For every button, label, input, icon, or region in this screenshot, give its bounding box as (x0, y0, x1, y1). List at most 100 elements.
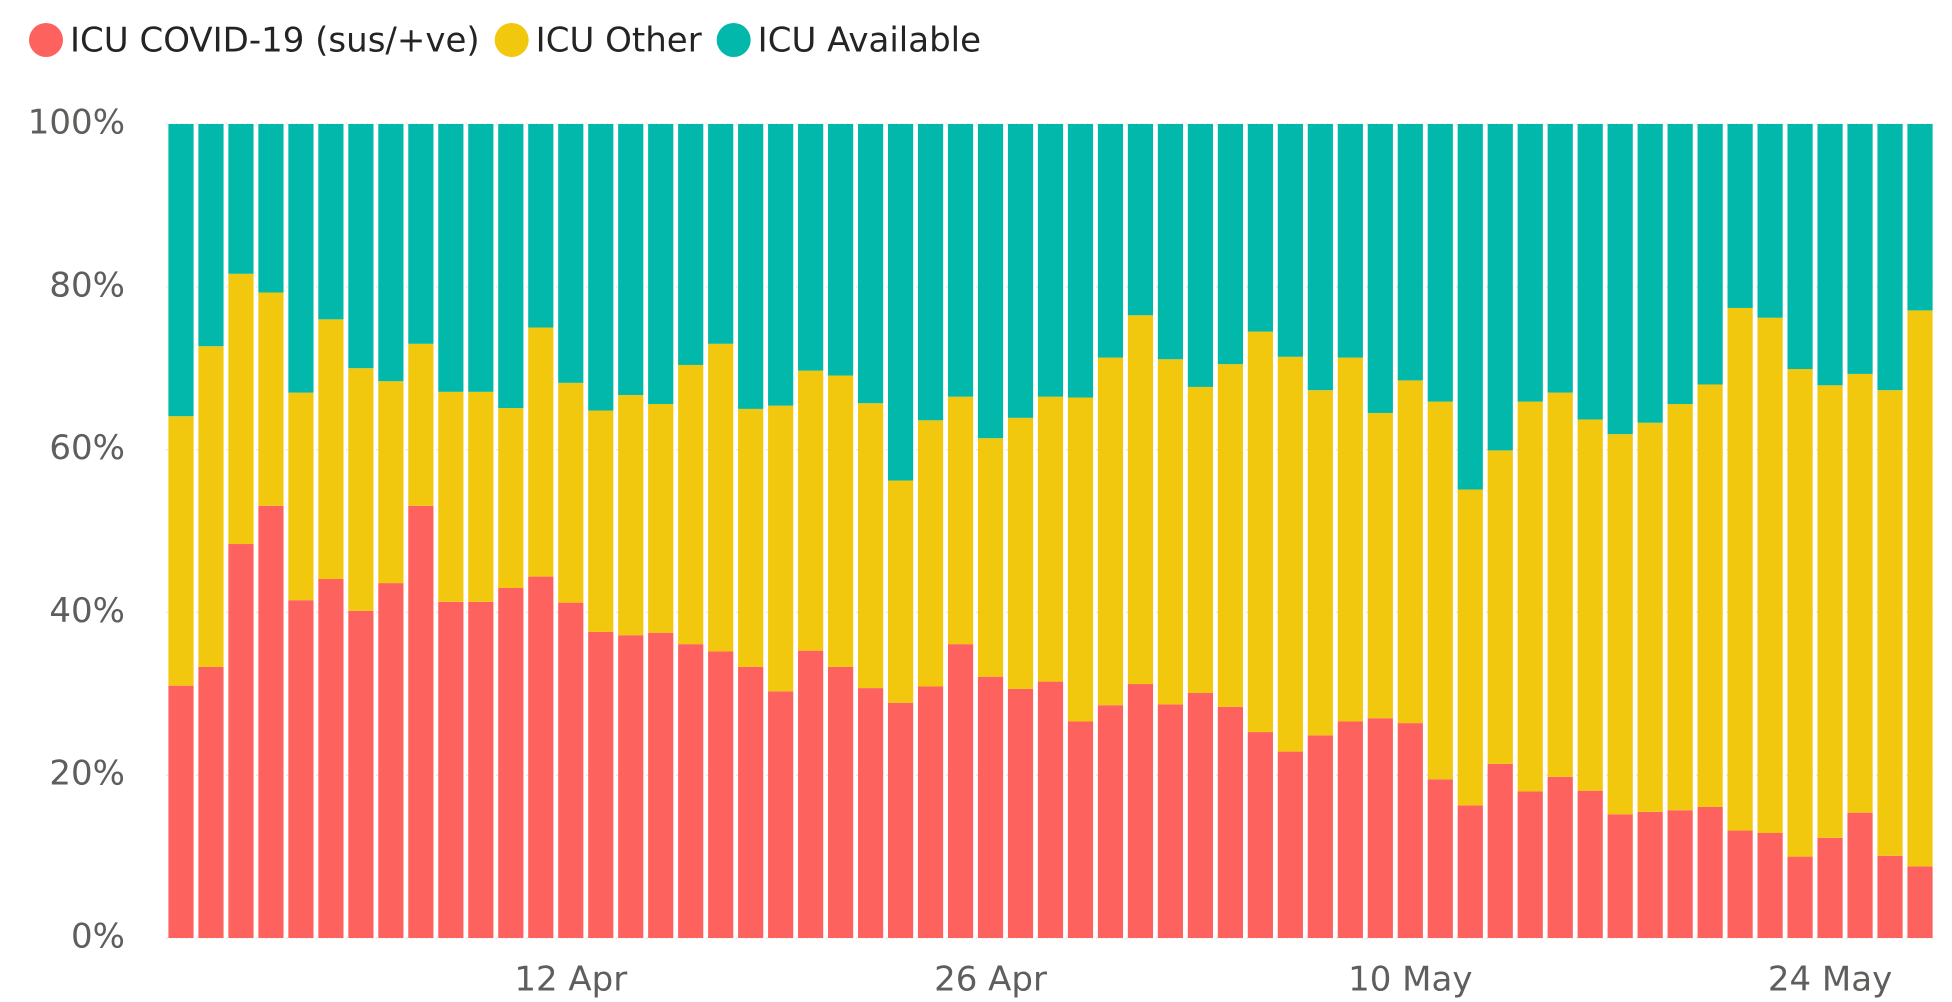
bar-segment (1127, 124, 1154, 316)
bar-segment (1907, 310, 1933, 867)
bar-segment (708, 124, 734, 344)
bar-segment (378, 124, 404, 382)
bar-segment (408, 343, 434, 506)
bar-segment (1727, 307, 1753, 831)
bar-segment (1157, 124, 1184, 360)
bar-segment (1367, 412, 1393, 719)
bar-segment (1427, 779, 1453, 938)
bar-segment (1067, 397, 1094, 722)
bar-segment (318, 319, 344, 580)
bar-segment (828, 666, 854, 938)
y-tick-label: 80% (49, 265, 125, 305)
bar-segment (1547, 392, 1573, 777)
bar-segment (1637, 422, 1663, 812)
bar-segment (438, 601, 464, 938)
bar-segment (168, 124, 194, 417)
bar-segment (168, 685, 194, 938)
bar-segment (228, 544, 254, 938)
bar-segment (648, 404, 674, 633)
bar-segment (1337, 721, 1363, 938)
bar-segment (768, 405, 794, 692)
bar-segment (947, 644, 974, 938)
bar-segment (1457, 489, 1483, 806)
bar-segment (1907, 124, 1933, 311)
bar-segment (1667, 124, 1693, 405)
bar-segment (228, 124, 254, 274)
bar-segment (468, 601, 494, 938)
bar-segment (917, 420, 944, 687)
bar-segment (1217, 364, 1243, 707)
bar-segment (258, 124, 284, 293)
bar-segment (858, 124, 884, 404)
bar-segment (1457, 124, 1483, 490)
bar-segment (1577, 124, 1603, 420)
bar-segment (648, 124, 674, 405)
bar-segment (1487, 124, 1513, 451)
bar-segment (887, 124, 914, 481)
bar-segment (408, 505, 434, 938)
bar-segment (588, 631, 614, 938)
bar-segment (168, 416, 194, 686)
bar-segment (1097, 357, 1124, 706)
bar-segment (1277, 356, 1303, 752)
bar-segment (288, 600, 314, 938)
bar-segment (858, 403, 884, 689)
bar-segment (768, 691, 794, 938)
x-tick-label: 24 May (1768, 960, 1892, 1000)
bar-segment (1787, 369, 1813, 857)
bar-segment (1727, 124, 1753, 308)
bar-segment (1337, 357, 1363, 722)
bar-segment (1877, 855, 1903, 938)
bar-segment (1847, 124, 1873, 374)
bar-segment (1307, 735, 1333, 938)
bar-segment (1697, 384, 1723, 807)
bar-segment (498, 124, 524, 409)
bar-segment (1367, 718, 1393, 938)
bar-segment (318, 124, 344, 320)
bar-segment (1697, 124, 1723, 385)
bar-segment (288, 124, 314, 393)
bar-segment (558, 382, 584, 603)
bar-segment (438, 391, 464, 602)
bar-segment (648, 632, 674, 938)
bar-segment (1247, 732, 1273, 938)
bar-segment (798, 124, 824, 371)
legend-marker (29, 23, 63, 57)
bar-segment (1247, 124, 1273, 332)
bar-segment (1427, 124, 1453, 402)
legend-marker (494, 23, 529, 57)
bar-segment (1757, 124, 1783, 318)
bar-segment (1277, 124, 1303, 357)
bar-segment (348, 368, 374, 611)
bar-segment (558, 602, 584, 938)
bar-segment (1577, 419, 1603, 791)
bar-segment (1037, 396, 1064, 682)
bar-segment (228, 273, 254, 545)
bar-segment (1397, 723, 1423, 938)
bar-segment (1817, 837, 1843, 938)
bar-segment (318, 579, 344, 938)
bar-segment (1817, 385, 1843, 838)
bar-segment (258, 292, 284, 506)
bar-segment (1847, 812, 1873, 938)
bar-segment (977, 124, 1004, 439)
bar-segment (1097, 124, 1124, 358)
bar-segment (378, 583, 404, 938)
bar-segment (1637, 124, 1663, 423)
bar-segment (1277, 751, 1303, 938)
bar-segment (198, 666, 224, 938)
bar-segment (1907, 866, 1933, 938)
bar-segment (917, 124, 944, 421)
bar-segment (977, 438, 1004, 677)
bar-segment (618, 395, 644, 636)
bar-segment (887, 702, 914, 938)
bar-segment (947, 396, 974, 645)
bar-segment (708, 343, 734, 652)
bar-segment (1097, 705, 1124, 938)
bar-segment (1757, 832, 1783, 938)
bar-segment (1547, 124, 1573, 393)
bar-segment (1427, 401, 1453, 780)
bar-segment (1487, 763, 1513, 938)
